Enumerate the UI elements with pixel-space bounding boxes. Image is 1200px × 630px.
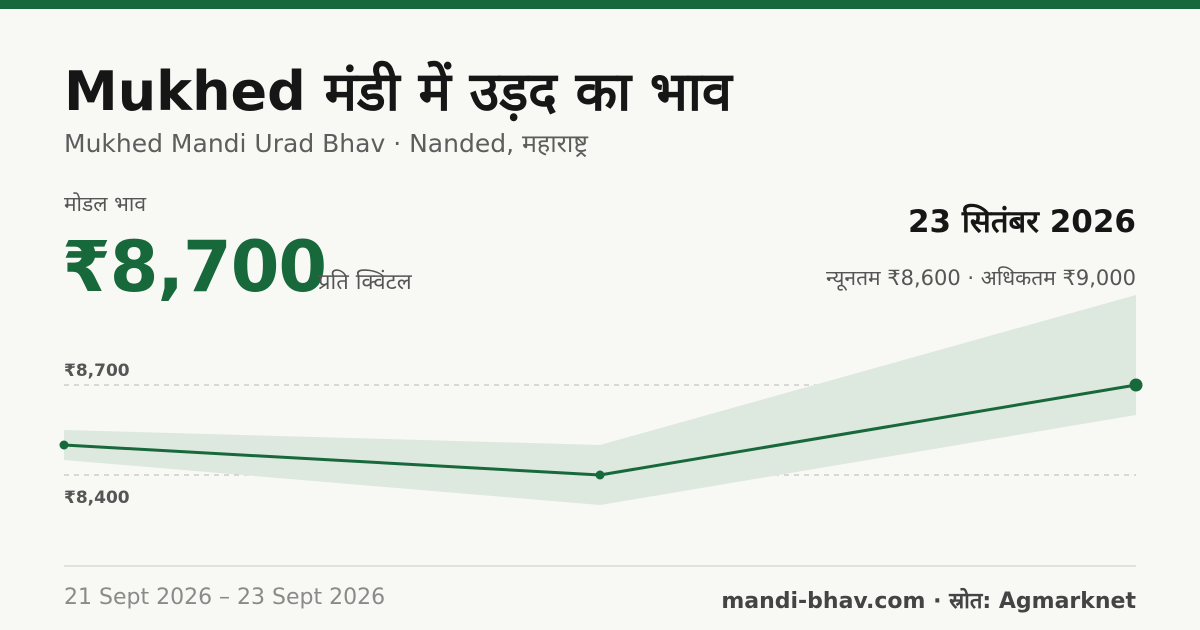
price-point: [595, 470, 605, 480]
footer-date-range: 21 Sept 2026 – 23 Sept 2026: [64, 585, 386, 610]
chart-ticks-layer: ₹8,400 ₹8,700: [64, 361, 130, 508]
y-tick-label: ₹8,400: [64, 488, 130, 508]
page-title: Mukhed मंडी में उड़द का भाव: [64, 60, 732, 123]
chart-band-layer: [64, 295, 1136, 505]
price-unit: प्रति क्विंटल: [318, 270, 412, 295]
footer-divider: [64, 565, 1136, 567]
footer-source: mandi-bhav.com · स्रोत: Agmarknet: [721, 589, 1136, 614]
min-max-range: न्यूनतम ₹8,600 · अधिकतम ₹9,000: [826, 266, 1136, 290]
min-max-band: [64, 295, 1136, 505]
modal-price-label: मोडल भाव: [64, 192, 147, 216]
price-point: [59, 440, 69, 450]
price-point: [1129, 378, 1143, 392]
page-subtitle: Mukhed Mandi Urad Bhav · Nanded, महाराष्…: [64, 129, 588, 158]
modal-price-value: ₹8,700: [62, 226, 327, 308]
price-date: 23 सितंबर 2026: [907, 204, 1136, 240]
y-tick-label: ₹8,700: [64, 361, 130, 381]
top-accent-bar: [0, 0, 1200, 9]
chart-points-layer: [59, 378, 1143, 480]
